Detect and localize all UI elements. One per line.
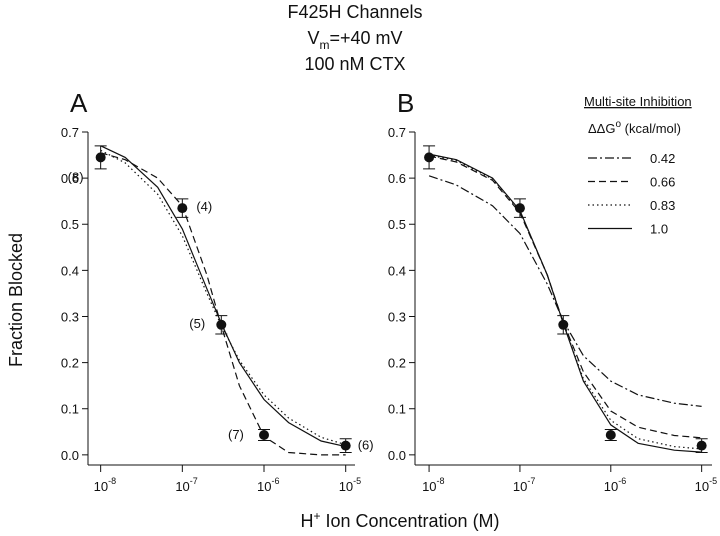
point-label: (5) xyxy=(189,316,205,331)
y-tick-label: 0.6 xyxy=(388,171,406,186)
legend-title: Multi-site Inhibition xyxy=(584,94,692,109)
y-tick-label: 0.5 xyxy=(388,217,406,232)
data-point xyxy=(558,319,569,330)
x-tick-base: 10 xyxy=(695,479,709,494)
y-tick-label: 0.0 xyxy=(61,448,79,463)
data-point xyxy=(514,203,525,214)
curve xyxy=(428,155,702,439)
legend-subtitle-text: ΔΔG xyxy=(588,121,615,136)
panel-label: A xyxy=(70,88,88,118)
legend-label: 0.83 xyxy=(650,198,675,213)
x-axis-label: H+ Ion Concentration (M) xyxy=(300,509,499,531)
y-tick-label: 0.1 xyxy=(61,402,79,417)
x-tick-exponent: -7 xyxy=(527,476,535,486)
y-tick-label: 0.2 xyxy=(388,356,406,371)
x-tick-base: 10 xyxy=(175,479,189,494)
condition-text: V xyxy=(307,28,319,48)
x-tick-exponent: -8 xyxy=(437,476,445,486)
legend-label: 0.42 xyxy=(650,151,675,166)
x-tick-label: 10-7 xyxy=(513,476,535,494)
x-tick-base: 10 xyxy=(604,479,618,494)
data-point xyxy=(259,430,270,441)
data-point xyxy=(696,440,707,451)
x-label-sup: + xyxy=(313,509,320,523)
y-tick-label: 0.5 xyxy=(61,217,79,232)
x-tick-exponent: -7 xyxy=(190,476,198,486)
x-tick-exponent: -6 xyxy=(618,476,626,486)
x-tick-base: 10 xyxy=(94,479,108,494)
y-tick-label: 0.4 xyxy=(61,263,79,278)
x-tick-label: 10-6 xyxy=(257,476,279,494)
y-tick-label: 0.3 xyxy=(61,309,79,324)
x-tick-base: 10 xyxy=(422,479,436,494)
curve xyxy=(428,154,702,450)
x-tick-exponent: -5 xyxy=(709,476,717,486)
point-label: (4) xyxy=(196,199,212,214)
x-tick-exponent: -6 xyxy=(271,476,279,486)
y-tick-label: 0.3 xyxy=(388,309,406,324)
point-label: (7) xyxy=(228,427,244,442)
condition-rest: =+40 mV xyxy=(329,28,402,48)
x-tick-label: 10-8 xyxy=(94,476,116,494)
x-tick-label: 10-7 xyxy=(175,476,197,494)
condition-sub: m xyxy=(319,38,329,52)
y-tick-label: 0.2 xyxy=(61,356,79,371)
curve xyxy=(100,149,346,446)
x-label-text: H xyxy=(300,511,313,531)
x-tick-label: 10-8 xyxy=(422,476,444,494)
subtitle: 100 nM CTX xyxy=(304,54,405,74)
x-tick-label: 10-5 xyxy=(339,476,361,494)
y-tick-label: 0.4 xyxy=(388,263,406,278)
y-axis-label: Fraction Blocked xyxy=(6,233,26,367)
data-point xyxy=(605,430,616,441)
legend-label: 0.66 xyxy=(650,175,675,190)
y-tick-label: 0.0 xyxy=(388,448,406,463)
x-label-rest: Ion Concentration (M) xyxy=(320,511,499,531)
x-tick-label: 10-6 xyxy=(604,476,626,494)
panel-label: B xyxy=(397,88,414,118)
x-tick-label: 10-5 xyxy=(695,476,717,494)
legend-subtitle: ΔΔGo (kcal/mol) xyxy=(588,119,681,136)
legend-subtitle-rest: (kcal/mol) xyxy=(621,121,681,136)
data-point xyxy=(340,440,351,451)
y-tick-label: 0.7 xyxy=(388,125,406,140)
y-tick-label: 0.6 xyxy=(61,171,79,186)
y-tick-label: 0.1 xyxy=(388,402,406,417)
point-label: (6) xyxy=(358,438,374,453)
x-tick-base: 10 xyxy=(257,479,271,494)
y-tick-label: 0.7 xyxy=(61,125,79,140)
legend-label: 1.0 xyxy=(650,222,668,237)
x-tick-base: 10 xyxy=(339,479,353,494)
condition: Vm=+40 mV xyxy=(307,28,402,52)
x-tick-exponent: -5 xyxy=(353,476,361,486)
curve xyxy=(100,145,346,448)
x-tick-exponent: -8 xyxy=(108,476,116,486)
curve xyxy=(100,152,346,456)
data-point xyxy=(216,319,227,330)
data-point xyxy=(177,203,188,214)
point-label: (8) xyxy=(68,169,84,184)
x-tick-base: 10 xyxy=(513,479,527,494)
title: F425H Channels xyxy=(287,2,422,22)
legend-subtitle-sup: o xyxy=(615,119,621,130)
data-point xyxy=(424,152,435,163)
data-point xyxy=(95,152,106,163)
